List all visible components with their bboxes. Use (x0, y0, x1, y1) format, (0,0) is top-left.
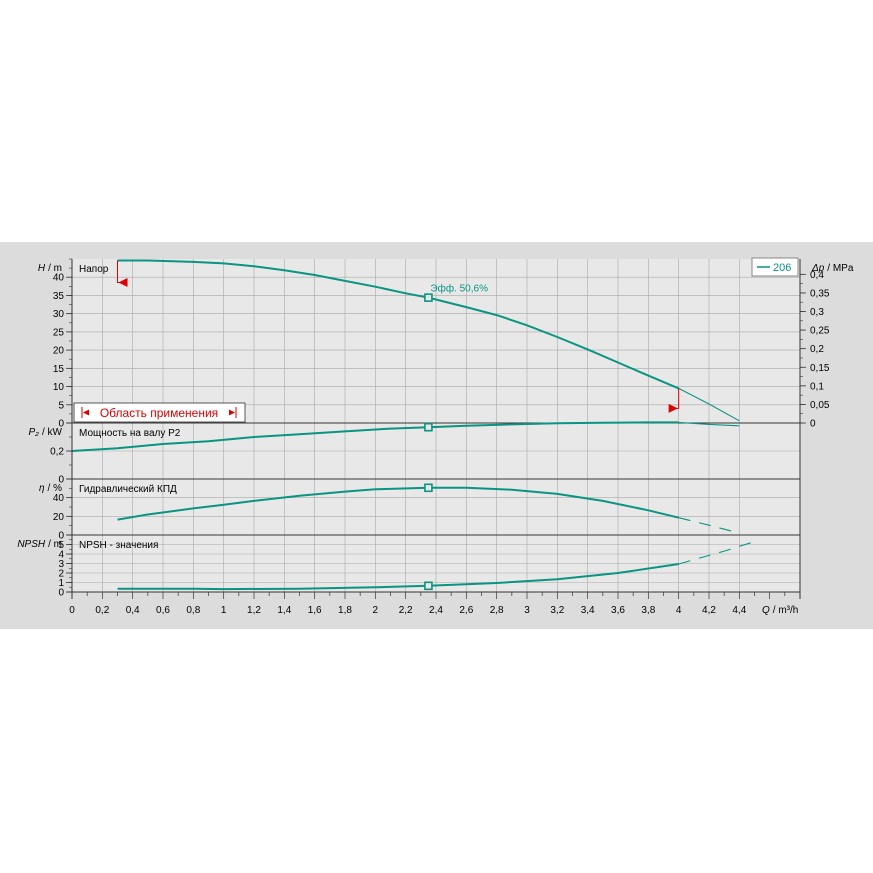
efficiency-tick-label: 20 (53, 512, 65, 523)
efficiency-series-solid (117, 486, 679, 521)
x-tick-label: 1,2 (247, 605, 261, 616)
right-axis-tick-label: 0,4 (810, 270, 824, 281)
power-panel-title: Мощность на валу P2 (79, 428, 181, 439)
head-series-solid (117, 259, 680, 390)
x-axis-title: Q / m³/h (762, 605, 798, 616)
npsh-series-solid (117, 563, 679, 591)
power-operating-point (424, 422, 433, 432)
x-tick-label: 3,6 (611, 605, 625, 616)
right-axis-tick-label: 0,2 (810, 344, 824, 355)
head-tick-label: 15 (53, 364, 65, 375)
power-tick-label: 0,2 (50, 447, 64, 458)
right-axis-tick-label: 0 (810, 419, 816, 430)
head-tick-label: 35 (53, 291, 65, 302)
x-axis-unit: / m³/h (773, 605, 799, 616)
head-panel-title: Напор (79, 264, 109, 275)
npsh-tick-label: 3 (58, 559, 64, 570)
npsh-y-axis-title: NPSH / m (17, 539, 62, 550)
x-tick-label: 3,8 (641, 605, 655, 616)
npsh-tick-label: 2 (58, 569, 64, 580)
right-axis-tick-label: 0,1 (810, 381, 824, 392)
npsh-panel-title: NPSH - значения (79, 540, 158, 551)
range-legend-label: Область применения (100, 406, 218, 420)
efficiency-tick-label: 40 (53, 493, 65, 504)
head-tick-label: 30 (53, 309, 65, 320)
npsh-y-unit: / m (48, 539, 62, 550)
npsh-operating-point (424, 581, 433, 591)
right-axis-unit: / MPa (827, 263, 854, 274)
power-series-solid (71, 421, 679, 452)
power-y-axis-title: P₂ / kW (29, 427, 63, 438)
x-tick-label: 2,2 (399, 605, 413, 616)
head-tick-label: 0 (58, 419, 64, 430)
efficiency-y-symbol: η (39, 483, 45, 494)
right-axis-tick-label: 0,35 (810, 288, 830, 299)
x-tick-label: 0 (69, 605, 75, 616)
efficiency-tick-label: 0 (58, 531, 64, 542)
head-y-unit: / m (48, 263, 62, 274)
chart-panel: 206 0 5 10 15 20 25 30 35 40 H / m Напор 0 0,05 0,1 0,15… (0, 242, 873, 629)
x-tick-label: 1,8 (338, 605, 352, 616)
efficiency-operating-point (424, 483, 433, 493)
x-tick-label: 3,4 (581, 605, 595, 616)
head-tick-label: 20 (53, 346, 65, 357)
efficiency-y-axis-title: η / % (39, 483, 62, 494)
x-tick-label: 0,4 (126, 605, 140, 616)
npsh-tick-label: 1 (58, 578, 64, 589)
x-axis-symbol: Q (762, 605, 770, 616)
head-operating-point (424, 293, 433, 302)
x-tick-label: 0,6 (156, 605, 170, 616)
range-left-arrow (118, 277, 128, 287)
right-axis-title: Δp / MPa (811, 263, 854, 274)
right-axis-tick-label: 0,25 (810, 326, 830, 337)
head-tick-label: 40 (53, 273, 65, 284)
legend-label: 206 (773, 262, 791, 274)
x-tick-label: 1 (221, 605, 227, 616)
x-tick-label: 4 (676, 605, 682, 616)
x-tick-label: 0,2 (95, 605, 109, 616)
npsh-tick-label: 0 (58, 588, 64, 599)
npsh-tick-label: 4 (58, 550, 64, 561)
power-series-thin (678, 421, 740, 427)
x-tick-label: 1,6 (308, 605, 322, 616)
x-tick-label: 3 (524, 605, 530, 616)
npsh-tick-label: 5 (58, 540, 64, 551)
head-tick-label: 25 (53, 327, 65, 338)
range-legend-left-arrow (83, 409, 89, 416)
range-legend-right-arrow (229, 409, 235, 416)
x-tick-label: 4,2 (702, 605, 716, 616)
range-legend-box (73, 402, 246, 423)
efficiency-series-dashed (678, 517, 740, 534)
power-y-unit: / kW (42, 427, 63, 438)
x-tick-label: 2,8 (490, 605, 504, 616)
x-tick-label: 2,4 (429, 605, 443, 616)
right-axis-tick-label: 0,15 (810, 363, 830, 374)
npsh-series-dashed (678, 541, 755, 565)
right-axis-tick-label: 0,05 (810, 400, 830, 411)
right-axis-symbol: Δp (811, 263, 825, 274)
range-right-arrow (668, 403, 678, 413)
efficiency-panel-title: Гидравлический КПД (79, 484, 177, 495)
head-tick-label: 5 (58, 400, 64, 411)
x-tick-label: 2,6 (459, 605, 473, 616)
head-tick-label: 10 (53, 382, 65, 393)
x-tick-label: 3,2 (550, 605, 564, 616)
power-y-symbol: P₂ (29, 427, 40, 438)
head-series-thin (678, 387, 740, 422)
operating-point-label: Эфф. 50,6% (430, 283, 488, 295)
npsh-y-symbol: NPSH (17, 539, 46, 550)
efficiency-y-unit: / % (48, 483, 63, 494)
x-tick-label: 2 (373, 605, 379, 616)
x-tick-label: 4,4 (732, 605, 746, 616)
power-tick-label: 0 (58, 475, 64, 486)
legend-box (751, 257, 799, 277)
right-axis-tick-label: 0,3 (810, 307, 824, 318)
x-tick-label: 1,4 (277, 605, 291, 616)
head-y-symbol: H (38, 263, 46, 274)
head-y-axis-title: H / m (38, 263, 62, 274)
x-tick-label: 0,8 (186, 605, 200, 616)
